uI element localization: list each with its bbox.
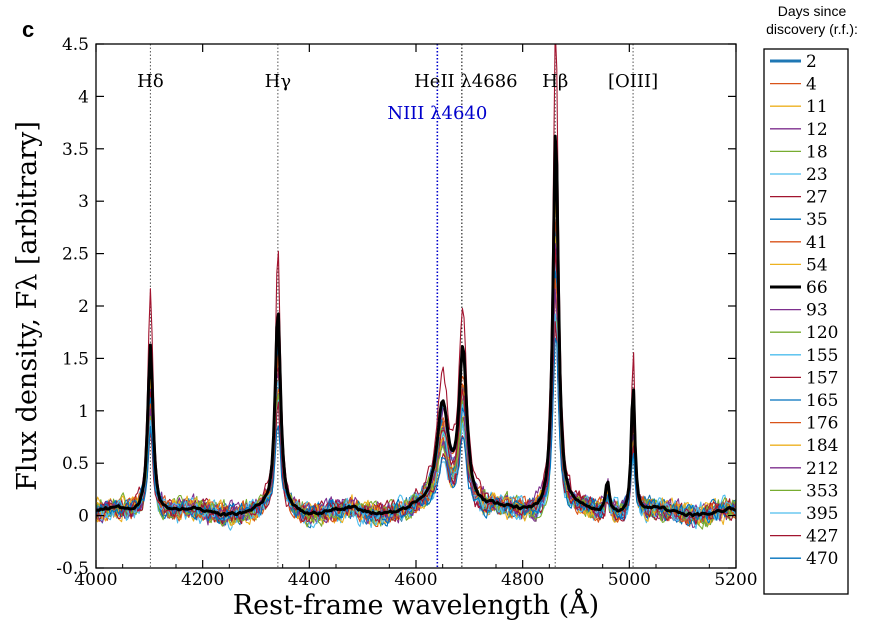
series-line-day-176 xyxy=(96,278,736,525)
x-tick-label: 4600 xyxy=(394,570,437,590)
y-tick-label: 1 xyxy=(78,402,89,422)
legend-label: 184 xyxy=(806,436,838,456)
line-marker-label: NIII λ4640 xyxy=(387,103,487,124)
y-tick-label: -0.5 xyxy=(56,559,89,579)
x-tick-label: 4200 xyxy=(181,570,224,590)
series-line-day-4 xyxy=(96,193,736,528)
y-tick-label: 3.5 xyxy=(62,140,89,160)
line-marker-labels: Hδ Hγ NIII λ4640 HeII λ4686 Hβ [OIII] xyxy=(137,71,658,124)
legend-label: 41 xyxy=(806,233,828,253)
x-tick-label: 5200 xyxy=(714,570,757,590)
x-tick-label: 4400 xyxy=(288,570,331,590)
legend-label: 353 xyxy=(806,481,838,501)
legend-label: 165 xyxy=(806,391,838,411)
legend-label: 35 xyxy=(806,210,828,230)
series-line-day-12 xyxy=(96,177,736,529)
legend-title: Days since discovery (r.f.): xyxy=(766,3,858,37)
y-tick-label: 2.5 xyxy=(62,245,89,265)
legend-label: 27 xyxy=(806,188,828,208)
legend-label: 176 xyxy=(806,414,838,434)
legend-title-line: discovery (r.f.): xyxy=(766,21,858,37)
series-line-day-35 xyxy=(96,224,736,527)
legend-label: 18 xyxy=(806,142,828,162)
x-tick-label: 4800 xyxy=(501,570,544,590)
line-marker-label: HeII λ4686 xyxy=(414,71,518,92)
line-marker-label: Hδ xyxy=(137,71,164,92)
y-axis-label: Flux density, Fλ [arbitrary] xyxy=(12,121,43,491)
x-tick-label: 5000 xyxy=(608,570,651,590)
y-tick-label: 1.5 xyxy=(62,349,89,369)
series-line-day-155 xyxy=(96,261,736,526)
line-marker-label: Hβ xyxy=(542,71,568,92)
legend-label: 212 xyxy=(806,459,838,479)
series-line-day-54 xyxy=(96,236,736,526)
legend-label: 66 xyxy=(806,278,828,298)
legend-label: 120 xyxy=(806,323,838,343)
series-line-day-184 xyxy=(96,295,736,527)
y-tick-label: 4.5 xyxy=(62,35,89,55)
legend-label: 157 xyxy=(806,368,838,388)
series-line-day-66 xyxy=(96,134,736,518)
y-tick-label: 4 xyxy=(78,87,89,107)
plot-area: 4000 4200 4400 4600 4800 5000 5200 -0.5 0 0.5 1 1.5… xyxy=(56,35,757,590)
legend-label: 470 xyxy=(806,549,838,569)
series-line-day-11 xyxy=(96,195,736,526)
y-tick-label: 3 xyxy=(78,192,89,212)
legend-label: 155 xyxy=(806,346,838,366)
line-marker-label: [OIII] xyxy=(608,71,658,92)
legend-label: 12 xyxy=(806,120,828,140)
line-marker-label: Hγ xyxy=(265,71,291,92)
series-line-day-2 xyxy=(96,155,736,529)
series-line-day-23 xyxy=(96,245,736,531)
legend-label: 23 xyxy=(806,165,828,185)
legend-label: 54 xyxy=(806,255,828,275)
panel-label: c xyxy=(22,17,34,42)
series-line-day-93 xyxy=(96,242,736,527)
legend-label: 4 xyxy=(806,75,817,95)
axis-ticks: 4000 4200 4400 4600 4800 5000 5200 -0.5 0 0.5 1 1.5… xyxy=(56,35,757,590)
legend-label: 11 xyxy=(806,97,828,117)
series-line-day-41 xyxy=(96,219,736,524)
legend-label: 395 xyxy=(806,504,838,524)
series-line-day-157 xyxy=(96,248,736,526)
x-tick-label: 4000 xyxy=(74,570,117,590)
legend-label: 427 xyxy=(806,527,838,547)
series-line-day-18 xyxy=(96,235,736,528)
series-line-day-165 xyxy=(96,270,736,527)
y-tick-label: 0.5 xyxy=(62,454,89,474)
y-tick-label: 0 xyxy=(78,507,89,527)
legend-label: 2 xyxy=(806,52,817,72)
legend-box xyxy=(763,48,849,595)
x-axis-label: Rest-frame wavelength (Å) xyxy=(233,588,599,621)
legend-label: 93 xyxy=(806,301,828,321)
spectra-series-group xyxy=(96,44,736,531)
legend-title-line: Days since xyxy=(778,3,847,19)
y-tick-label: 2 xyxy=(78,297,89,317)
